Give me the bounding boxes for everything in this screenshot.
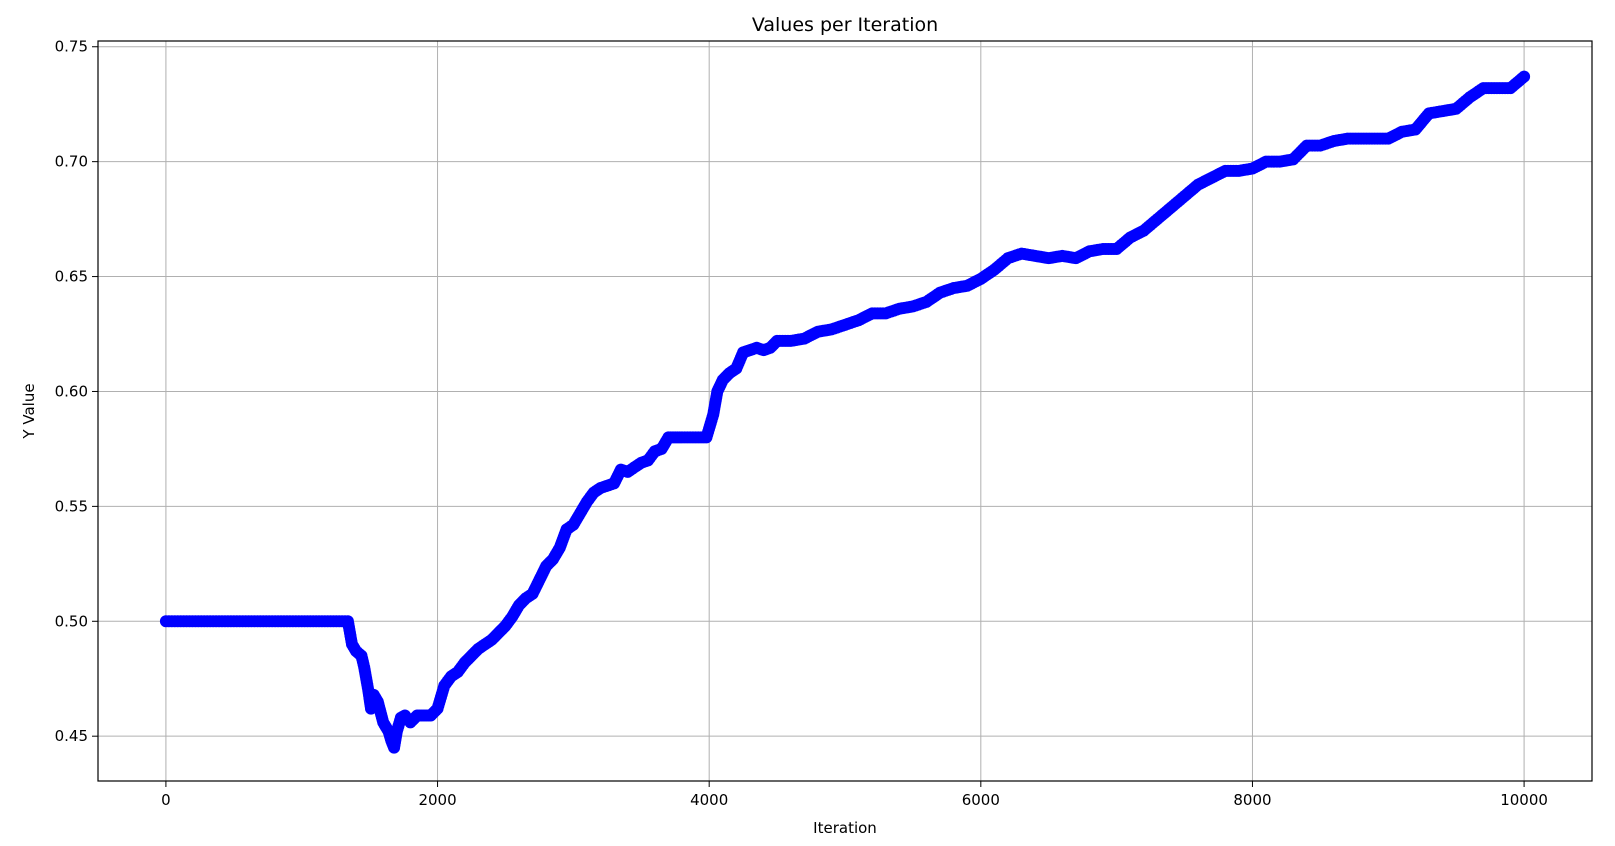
x-tick-label: 8000 [1233, 791, 1271, 809]
x-tick-label: 2000 [418, 791, 456, 809]
y-tick-label: 0.65 [55, 268, 88, 286]
grid [98, 41, 1592, 781]
x-axis-label: Iteration [813, 819, 877, 837]
y-tick-label: 0.60 [55, 382, 88, 400]
y-tick-label: 0.50 [55, 612, 88, 630]
chart-title: Values per Iteration [752, 14, 938, 36]
y-tick-label: 0.55 [55, 497, 88, 515]
y-axis: 0.45 0.50 0.55 0.60 0.65 0.70 0.75 [55, 38, 98, 745]
x-tick-label: 0 [161, 791, 171, 809]
y-tick-label: 0.75 [55, 38, 88, 56]
plot-frame [97, 40, 1593, 782]
data-points [159, 70, 1531, 754]
data-point [1518, 70, 1531, 83]
y-tick-label: 0.70 [55, 153, 88, 171]
x-axis: 0 2000 4000 6000 8000 10000 [161, 781, 1548, 809]
x-tick-label: 10000 [1500, 791, 1548, 809]
y-axis-label: Y Value [20, 383, 38, 439]
x-tick-label: 6000 [962, 791, 1000, 809]
y-tick-label: 0.45 [55, 727, 88, 745]
x-tick-label: 4000 [690, 791, 728, 809]
